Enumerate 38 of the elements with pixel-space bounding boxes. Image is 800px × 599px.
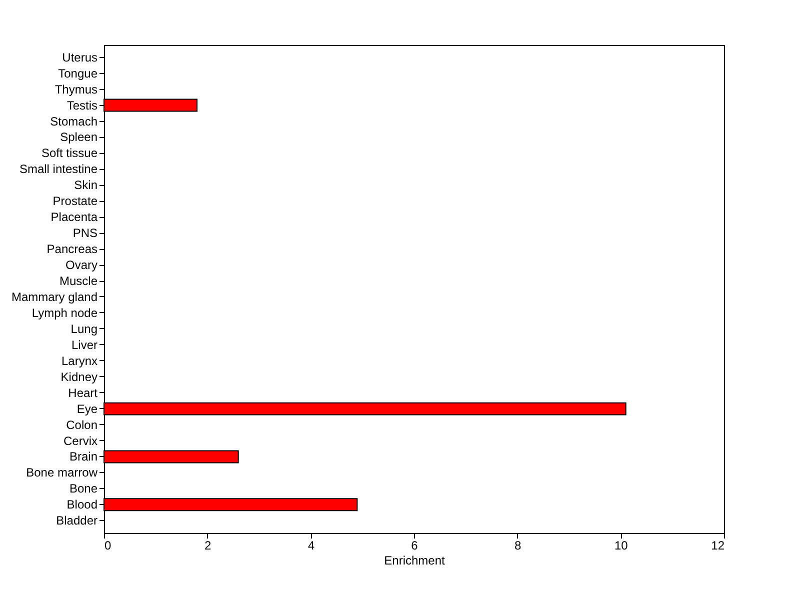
- y-tick-label: Soft tissue: [41, 146, 98, 160]
- y-tick-label: PNS: [72, 226, 98, 240]
- x-tick-label: 4: [308, 538, 315, 552]
- y-tick-label: Cervix: [63, 434, 98, 448]
- y-tick-label: Thymus: [54, 82, 98, 96]
- y-tick-label: Lung: [70, 322, 98, 336]
- y-tick-label: Kidney: [60, 370, 98, 384]
- y-tick-label: Uterus: [62, 50, 98, 64]
- y-tick-label: Liver: [71, 338, 98, 352]
- y-tick-label: Spleen: [60, 130, 98, 144]
- y-tick-label: Prostate: [52, 194, 98, 208]
- x-tick-label: 8: [514, 538, 522, 552]
- y-tick-label: Lymph node: [32, 306, 98, 320]
- y-tick-label: Larynx: [61, 354, 98, 368]
- y-tick-label: Placenta: [50, 210, 98, 224]
- x-tick-label: 2: [204, 538, 212, 552]
- y-tick-label: Tongue: [58, 66, 98, 80]
- y-tick-label: Ovary: [65, 258, 98, 272]
- x-axis-title: Enrichment: [384, 554, 446, 568]
- x-tick-label: 10: [614, 538, 628, 552]
- y-tick-label: Blood: [66, 498, 98, 512]
- y-tick-label: Skin: [74, 178, 98, 192]
- x-tick-label: 0: [104, 538, 112, 552]
- y-tick-label: Pancreas: [46, 242, 98, 256]
- y-tick-label: Eye: [76, 402, 98, 416]
- y-tick-label: Heart: [68, 386, 98, 400]
- y-tick-label: Bone: [69, 482, 98, 496]
- y-tick-label: Small intestine: [19, 162, 98, 176]
- y-tick-label: Bladder: [56, 514, 98, 528]
- y-tick-label: Mammary gland: [11, 290, 98, 304]
- y-tick-label: Colon: [66, 418, 98, 432]
- y-tick-label: Brain: [69, 450, 98, 464]
- y-tick-label: Stomach: [50, 114, 98, 128]
- y-tick-label: Bone marrow: [26, 466, 98, 480]
- y-tick-label: Testis: [66, 98, 98, 112]
- y-tick-label: Muscle: [59, 274, 98, 288]
- x-tick-label: 6: [411, 538, 418, 552]
- x-tick-label: 12: [711, 538, 725, 552]
